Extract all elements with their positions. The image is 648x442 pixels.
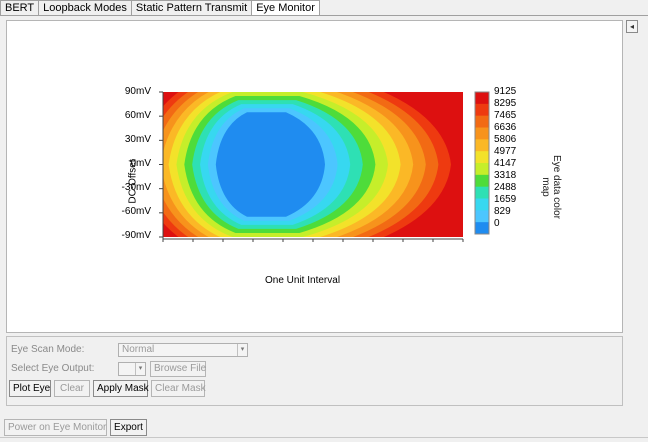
colorbar-tick-label: 3318	[494, 170, 517, 181]
colorbar-tick-label: 0	[494, 218, 500, 229]
power-on-eye-monitor-button[interactable]: Power on Eye Monitor	[4, 419, 107, 436]
tab-static-pattern-transmit[interactable]: Static Pattern Transmit	[130, 0, 253, 15]
colorbar-segment	[475, 115, 489, 128]
collapse-arrow-button[interactable]: ◂	[626, 20, 638, 33]
colorbar-segment	[475, 127, 489, 140]
colorbar-segment	[475, 92, 489, 105]
colorbar-segment	[475, 210, 489, 223]
colorbar-frame	[474, 91, 490, 235]
colorbar-tick-label: 7465	[494, 110, 517, 121]
colorbar-segment	[475, 163, 489, 176]
colorbar-segment	[475, 151, 489, 164]
eye-control-panel: Eye Scan Mode: Normal ▾ Select Eye Outpu…	[6, 336, 623, 406]
x-axis-label: One Unit Interval	[265, 275, 341, 286]
y-tick-label: -30mV	[121, 182, 151, 193]
colorbar-segment	[475, 174, 489, 188]
tab-bert[interactable]: BERT	[0, 0, 40, 15]
select-eye-output-label: Select Eye Output:	[11, 363, 95, 374]
y-tick-label: 30mV	[124, 134, 151, 145]
colorbar-tick-label: 6636	[494, 122, 517, 133]
select-eye-output-select[interactable]: ▾	[118, 362, 146, 376]
browse-file-button[interactable]: Browse File	[150, 361, 206, 377]
colorbar-tick-label: 8295	[494, 98, 517, 109]
chevron-down-icon: ▾	[135, 363, 145, 375]
apply-mask-button[interactable]: Apply Mask	[93, 380, 149, 397]
plot-mask-top	[163, 21, 463, 92]
tab-strip: BERT Loopback Modes Static Pattern Trans…	[0, 0, 320, 16]
y-tick-label: 60mV	[124, 110, 151, 121]
colorbar-segment	[475, 186, 489, 199]
colorbar-tick-label: 9125	[494, 86, 517, 97]
colorbar-segment	[475, 198, 489, 211]
clear-mask-button[interactable]: Clear Mask	[151, 380, 206, 397]
y-tick-label: 0mV	[130, 158, 151, 169]
colorbar-segment	[475, 222, 489, 235]
eye-scan-mode-select[interactable]: Normal ▾	[118, 343, 248, 357]
colorbar-title: Eye data color map	[540, 155, 562, 219]
plot-eye-button[interactable]: Plot Eye	[9, 380, 51, 397]
tab-divider	[0, 15, 648, 16]
export-button[interactable]: Export	[110, 419, 147, 436]
chevron-down-icon: ▾	[237, 344, 247, 356]
colorbar-tick-label: 4977	[494, 146, 517, 157]
tab-loopback-modes[interactable]: Loopback Modes	[38, 0, 132, 15]
colorbar-segment	[475, 139, 489, 152]
colorbar-tick-label: 4147	[494, 158, 517, 169]
eye-plot-panel: DC-Offset One Unit Interval 90mV 60mV 30…	[6, 20, 623, 333]
y-tick-label: 90mV	[124, 86, 151, 97]
eye-plot-svg	[7, 21, 503, 332]
eye-contour-level	[215, 112, 325, 217]
colorbar-tick-label: 2488	[494, 182, 517, 193]
eye-scan-mode-value: Normal	[122, 344, 155, 355]
eye-scan-mode-label: Eye Scan Mode:	[11, 344, 85, 355]
colorbar-tick-label: 5806	[494, 134, 517, 145]
bottom-divider	[0, 437, 648, 438]
tab-eye-monitor[interactable]: Eye Monitor	[251, 0, 320, 15]
y-tick-label: -60mV	[121, 206, 151, 217]
colorbar-tick-label: 829	[494, 206, 511, 217]
plot-mask-left	[7, 21, 163, 332]
clear-button[interactable]: Clear	[54, 380, 90, 397]
y-tick-label: -90mV	[121, 230, 151, 241]
colorbar-segment	[475, 103, 489, 117]
colorbar-tick-label: 1659	[494, 194, 517, 205]
